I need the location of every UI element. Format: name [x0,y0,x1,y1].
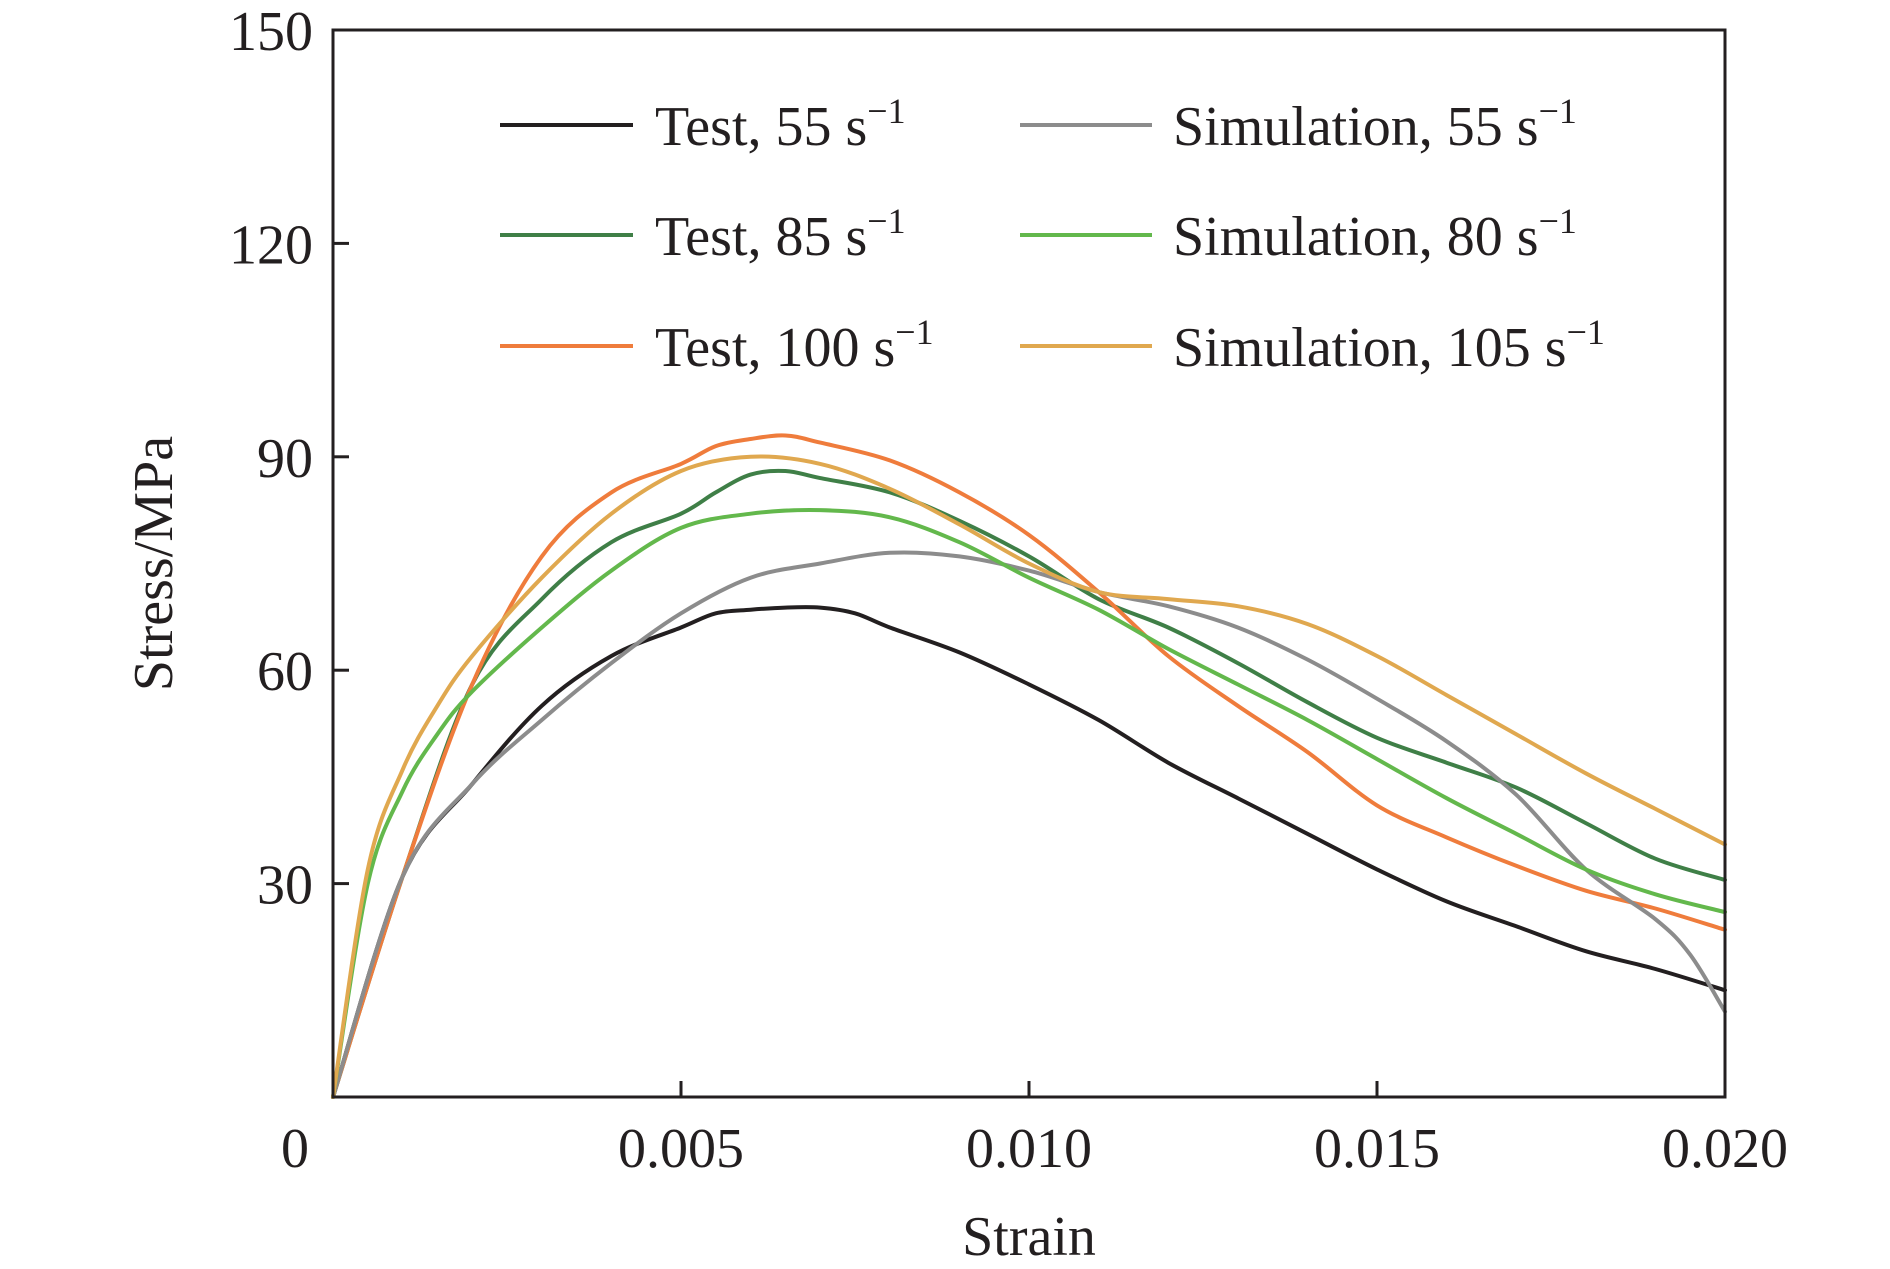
series-line-4 [331,550,1727,1099]
series-line-5 [331,507,1727,1099]
series-group [331,433,1727,1099]
x-tick-label: 0.010 [966,1118,1092,1180]
legend-label-4: Simulation, 55 s−1 [1173,91,1577,158]
x-tick-label: 0.020 [1662,1118,1788,1180]
y-tick-label: 150 [229,1,313,63]
series-line-3 [331,433,1727,1099]
series-line-6 [331,454,1727,1099]
x-axis-label: Strain [962,1206,1096,1268]
legend-label-1: Test, 55 s−1 [655,91,906,158]
legend: Test, 55 s−1 Test, 85 s−1 Test, 100 s−1 Sim… [500,91,1605,379]
y-axis-label: Stress/MPa [123,436,185,691]
legend-label-6: Simulation, 105 s−1 [1173,312,1605,379]
x-tick-label: 0 [281,1118,309,1180]
y-tick-label: 60 [257,641,313,703]
ticks-group: 0 0.005 0.010 0.015 0.020 30 60 90 120 150 [229,1,1788,1180]
legend-label-3: Test, 100 s−1 [655,312,934,379]
y-tick-label: 90 [257,428,313,490]
legend-label-2: Test, 85 s−1 [655,201,906,268]
legend-label-5: Simulation, 80 s−1 [1173,201,1577,268]
x-tick-label: 0.015 [1314,1118,1440,1180]
y-tick-label: 30 [257,855,313,917]
series-line-1 [331,605,1727,1099]
y-tick-label: 120 [229,214,313,276]
x-tick-label: 0.005 [618,1118,744,1180]
